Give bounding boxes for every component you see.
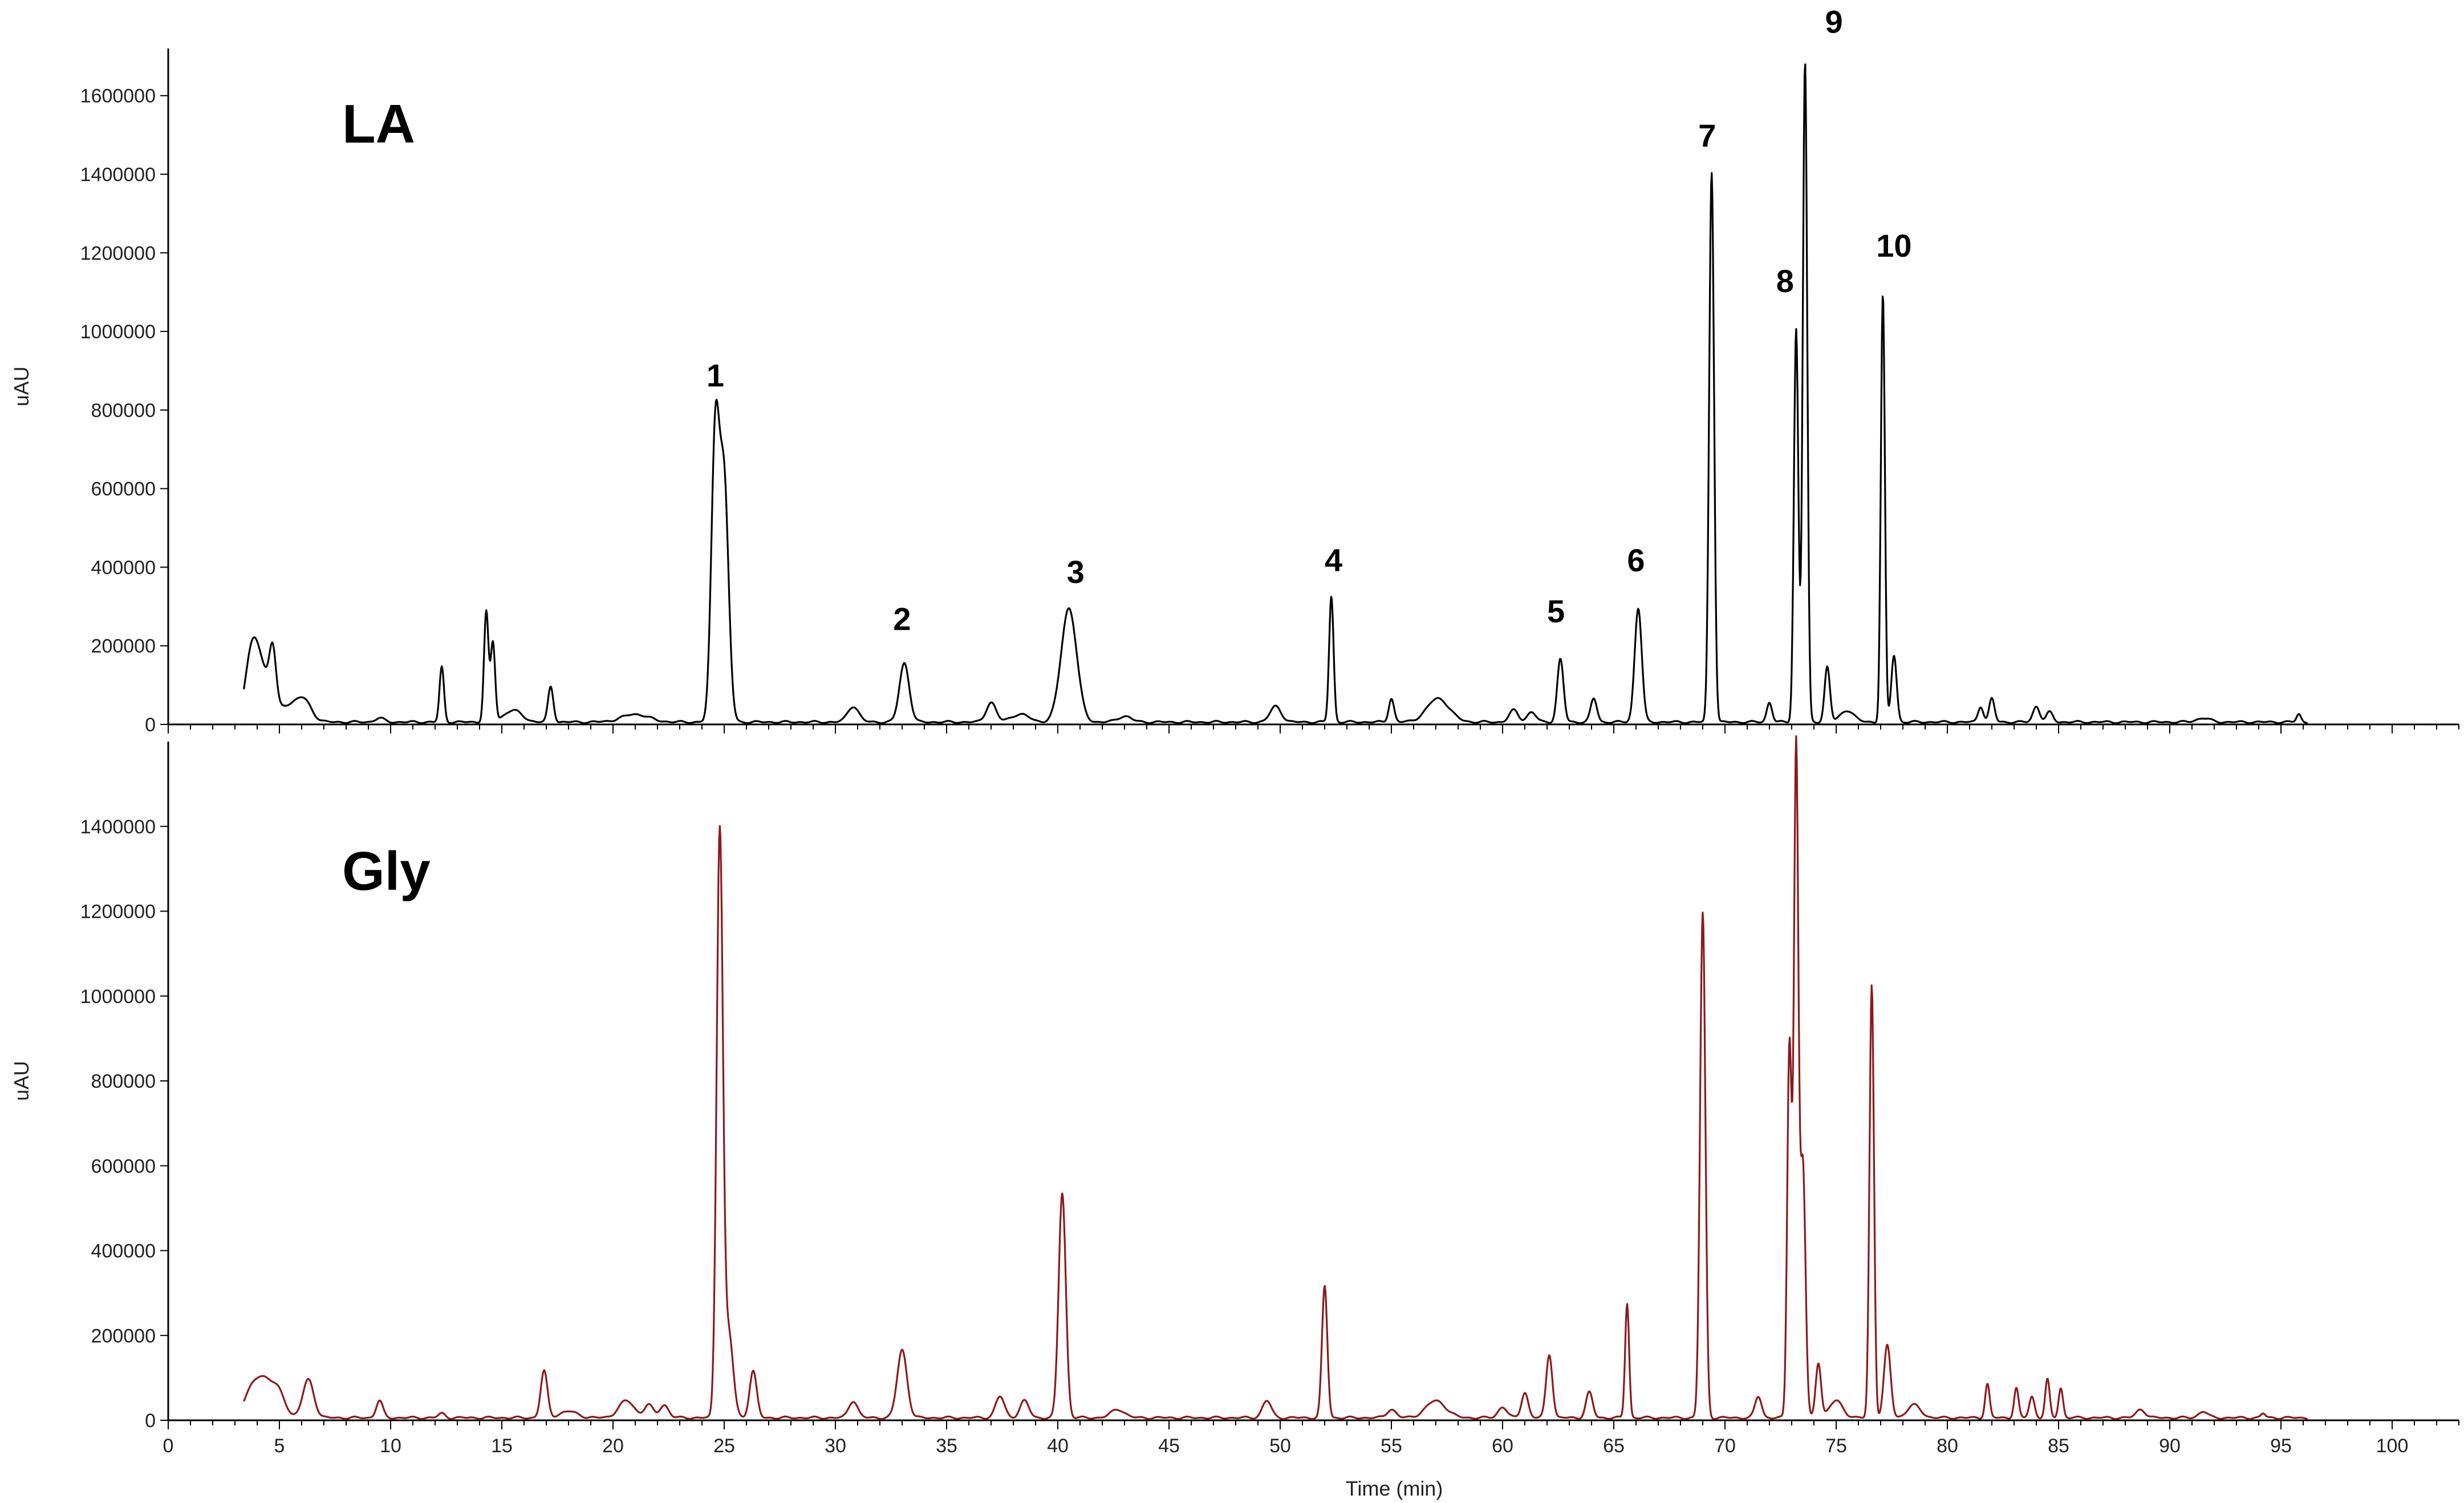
peak-label-6: 6 (1627, 542, 1645, 578)
peak-label-3: 3 (1067, 554, 1085, 590)
y-tick-label-gly: 600000 (91, 1156, 156, 1177)
peak-label-8: 8 (1776, 263, 1794, 299)
peak-label-9: 9 (1825, 3, 1843, 39)
y-tick-label-la: 1200000 (80, 242, 156, 264)
peak-label-4: 4 (1325, 542, 1342, 578)
x-tick-label: 30 (825, 1435, 846, 1457)
y-tick-label-gly: 1000000 (80, 986, 156, 1007)
y-tick-label-gly: 1200000 (80, 901, 156, 923)
y-axis-label-gly: uAU (10, 1061, 33, 1101)
y-tick-label-la: 1400000 (80, 164, 156, 185)
x-tick-label: 65 (1603, 1435, 1625, 1457)
y-tick-label-la: 400000 (91, 557, 156, 578)
trace-la (243, 63, 2308, 724)
peak-label-7: 7 (1698, 118, 1716, 153)
x-tick-label: 45 (1158, 1435, 1180, 1457)
peak-label-10: 10 (1876, 228, 1911, 264)
y-tick-label-la: 0 (145, 714, 156, 736)
x-tick-label: 35 (936, 1435, 957, 1457)
y-tick-label-gly: 200000 (91, 1325, 156, 1347)
y-axis-label-la: uAU (10, 366, 33, 406)
y-tick-label-la: 800000 (91, 400, 156, 422)
x-tick-label: 70 (1714, 1435, 1736, 1457)
y-tick-label-la: 1000000 (80, 321, 156, 343)
x-tick-label: 85 (2048, 1435, 2069, 1457)
y-tick-label-gly: 800000 (91, 1071, 156, 1092)
trace-gly (243, 735, 2308, 1420)
x-tick-label: 40 (1047, 1435, 1069, 1457)
y-tick-label-gly: 400000 (91, 1241, 156, 1262)
y-tick-label-gly: 0 (145, 1410, 156, 1432)
x-tick-label: 20 (602, 1435, 624, 1457)
x-tick-label: 60 (1492, 1435, 1513, 1457)
y-tick-label-gly: 1400000 (80, 816, 156, 838)
x-tick-label: 10 (380, 1435, 401, 1457)
x-tick-label: 50 (1269, 1435, 1291, 1457)
panel-la: LA uAU 0 200000 400000 600000 800000 1000000 1… (10, 3, 2459, 736)
peak-label-1: 1 (707, 358, 724, 394)
x-tick-label: 15 (491, 1435, 513, 1457)
peak-label-2: 2 (893, 601, 911, 637)
y-tick-label-la: 200000 (91, 635, 156, 657)
x-tick-label: 80 (1937, 1435, 1958, 1457)
x-tick-label: 55 (1381, 1435, 1402, 1457)
y-tick-label-la: 1600000 (80, 86, 156, 107)
peak-label-5: 5 (1547, 593, 1565, 629)
x-axis-label: Time (min) (1346, 1477, 1443, 1500)
y-tick-label-la: 600000 (91, 479, 156, 500)
x-tick-label: 5 (274, 1435, 285, 1457)
x-tick-label: 0 (163, 1435, 174, 1457)
x-tick-label: 25 (713, 1435, 735, 1457)
x-tick-label: 75 (1825, 1435, 1847, 1457)
x-tick-label: 95 (2270, 1435, 2292, 1457)
panel-label-la: LA (342, 94, 415, 155)
x-tick-label: 100 (2376, 1435, 2409, 1457)
x-tick-label: 90 (2159, 1435, 2181, 1457)
panel-label-gly: Gly (342, 841, 431, 902)
panel-gly: Gly uAU 0 200000 400000 600000 800000 1000000… (10, 735, 2459, 1457)
